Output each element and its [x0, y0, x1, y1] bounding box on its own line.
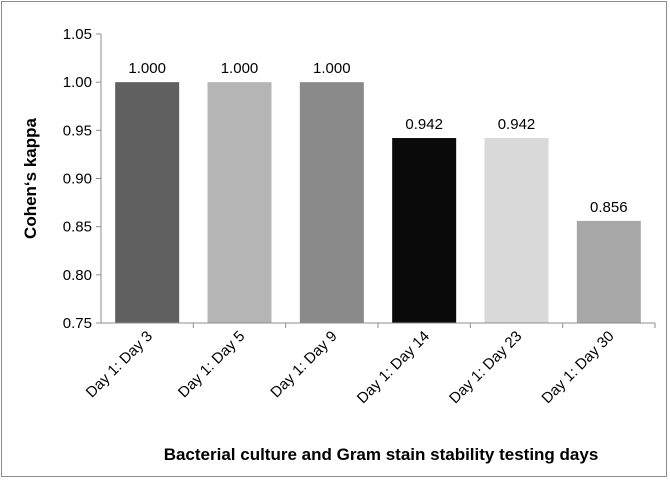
bar [392, 138, 457, 323]
y-tick-label: 0.95 [63, 122, 92, 139]
y-tick-label: 0.75 [63, 315, 92, 332]
bars [115, 82, 641, 324]
y-tick-label: 1.05 [63, 26, 92, 43]
bar-value-label: 0.856 [590, 199, 628, 216]
x-category-label: Day 1: Day 5 [175, 328, 248, 401]
x-category-label: Day 1: Day 14 [354, 328, 433, 407]
bar [115, 82, 180, 324]
chart-frame: 0.75 0.80 0.85 0.90 0.95 1.00 1.05 1.000 1.000 1… [1, 1, 667, 477]
x-category-label: Day 1: Day 9 [267, 328, 340, 401]
bar-value-label: 1.000 [128, 60, 166, 77]
y-tick-label: 0.85 [63, 219, 92, 236]
bar-value-label: 1.000 [221, 60, 259, 77]
x-category-label: Day 1: Day 30 [538, 328, 617, 407]
x-category-label: Day 1: Day 3 [83, 328, 156, 401]
bar-value-label: 0.942 [405, 116, 443, 133]
bar [207, 82, 272, 324]
y-axis-title: Cohen‘s kappa [21, 117, 40, 238]
bar [299, 82, 364, 324]
bar-chart: 0.750.800.850.900.951.001.05 1.000 1.000 1… [21, 26, 656, 464]
x-category-label: Day 1: Day 23 [446, 328, 525, 407]
x-axis-ticks: Day 1: Day 3 Day 1: Day 5 Day 1: Day 9 Day … [83, 323, 656, 407]
bar [576, 220, 641, 323]
y-axis-ticks: 0.75 0.80 0.85 0.90 0.95 1.00 1.05 [63, 26, 101, 332]
bar-value-label: 0.942 [498, 116, 536, 133]
y-tick-label: 0.90 [63, 171, 92, 188]
x-axis-title: Bacterial culture and Gram stain stabili… [164, 445, 599, 464]
data-labels: 1.000 1.000 1.000 0.942 0.942 0.856 [128, 60, 627, 216]
bar-value-label: 1.000 [313, 60, 351, 77]
bar [484, 138, 549, 323]
y-tick-label: 1.00 [63, 74, 92, 91]
y-tick-label: 0.80 [63, 267, 92, 284]
